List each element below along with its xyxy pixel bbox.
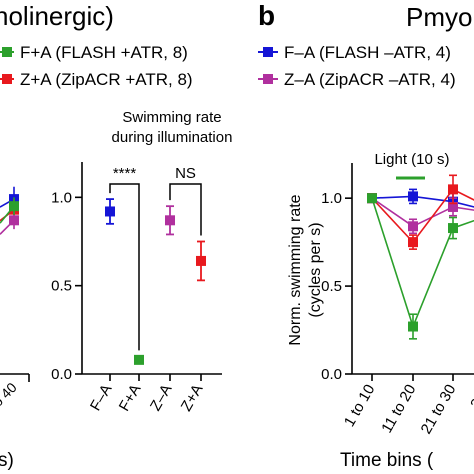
panel-b-title-fragment: Pmyo [406,2,472,32]
legend-item-za-plus: Z+A (ZipACR +ATR, 8) [0,70,193,89]
legend-label: Z+A (ZipACR +ATR, 8) [20,70,193,89]
y-tick-label: 0.0 [321,366,342,383]
point-z-plusa [408,237,418,248]
y-axis-label-line-2: (cycles per s) [307,222,324,317]
y-axis-label-line-1: Norm. swimming rate [287,194,304,345]
axes: 0.0 0.5 1.0 F–A F+A Z–A Z+A [51,162,222,414]
series-line-f-minusa [371,195,474,208]
partial-point [9,201,19,212]
point-f-plusa [134,354,144,365]
point-z-plusa [448,184,458,195]
point-f-plusa [408,321,418,332]
x-tick-label: o 40 [0,379,20,410]
x-tick-label-z-plusa: Z+A [178,382,207,415]
panel-a-left-cropped: o 40 s) [0,186,30,471]
chart-title-line-1: Swimming rate [122,109,221,126]
x-tick-label-f-plusa: F+A [116,382,145,415]
data-marks [367,174,474,340]
chart-title-line-2: during illumination [112,129,233,146]
legend: F+A (FLASH +ATR, 8) Z+A (ZipACR +ATR, 8)… [0,43,456,89]
point-f-minusa [105,206,115,217]
legend-item-fa-plus: F+A (FLASH +ATR, 8) [0,43,188,62]
x-tick-label-z-minusa: Z–A [147,382,175,414]
legend-marker [2,47,12,57]
y-tick-label: 0.5 [51,278,72,295]
point-f-plusa [448,223,458,234]
light-label: Light (10 s) [374,151,449,168]
x-tick-label-f-minusa: F–A [87,382,115,414]
x-tick-label: 1 to 10 [341,382,379,430]
point-f-minusa [408,191,418,202]
significance-label: **** [113,165,137,182]
data-marks: **** NS [105,165,206,365]
x-tick-label: 31 t [467,381,474,412]
x-axis-label: Time bins ( [340,450,434,471]
partial-point [9,215,19,226]
panel-b-letter: b [258,0,275,31]
point-z-minusa [448,201,458,212]
legend-marker [2,74,12,84]
point-z-minusa [165,215,175,226]
legend-marker [263,74,273,84]
significance-bracket [169,183,202,236]
y-tick-label: 1.0 [321,190,342,207]
x-tick-label: 21 to 30 [418,382,460,437]
series-line-z-plusa [371,188,474,244]
legend-label: F–A (FLASH –ATR, 4) [284,43,451,62]
y-tick-label: 1.0 [51,189,72,206]
significance-label: NS [175,165,196,182]
point-f-plusa [367,193,377,204]
y-tick-label: 0.0 [51,366,72,383]
legend-item-za-minus: Z–A (ZipACR –ATR, 4) [258,70,456,89]
series-line-f-plusa [371,197,474,329]
significance-bracket [109,183,140,351]
y-tick-label: 0.5 [321,278,342,295]
legend-label: Z–A (ZipACR –ATR, 4) [284,70,456,89]
point-z-minusa [408,221,418,232]
left-series-fragments [0,186,19,235]
legend-marker [263,47,273,57]
x-axis-label-fragment: s) [0,450,14,471]
panel-a-title-fragment: holinergic) [0,1,114,31]
legend-label: F+A (FLASH +ATR, 8) [20,43,188,62]
point-z-plusa [196,255,206,266]
legend-item-fa-minus: F–A (FLASH –ATR, 4) [258,43,451,62]
panel-a-swimming-rate-chart: Swimming rate during illumination 0.0 0.5… [51,109,232,414]
panel-b-time-course-chart: Norm. swimming rate (cycles per s) Light… [287,151,474,471]
x-tick-label: 11 to 20 [378,382,419,436]
